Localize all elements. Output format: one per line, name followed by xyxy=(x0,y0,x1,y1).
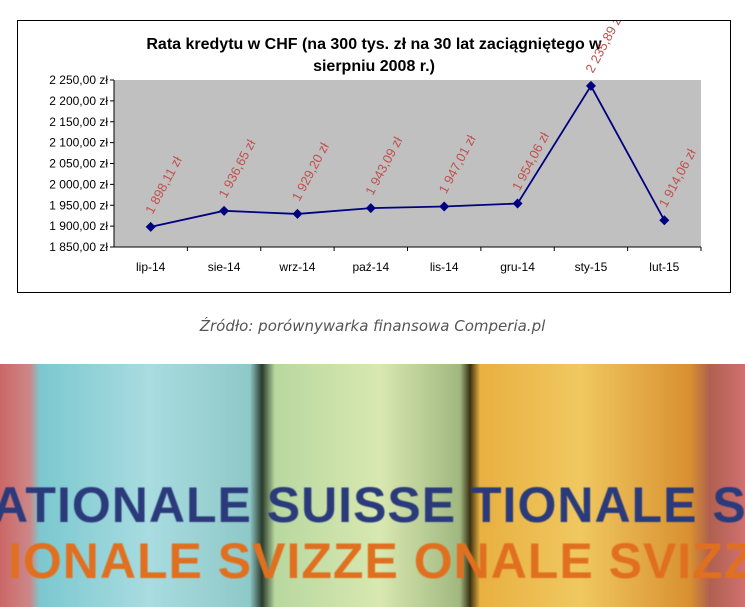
y-tick-label: 2 200,00 zł xyxy=(49,94,108,108)
x-tick-label: wrz-14 xyxy=(278,260,315,274)
data-point xyxy=(512,198,523,209)
source-caption: Źródło: porównywarka finansowa Comperia.… xyxy=(199,317,546,335)
data-point xyxy=(145,221,156,232)
y-tick-label: 2 150,00 zł xyxy=(49,115,108,129)
series-line xyxy=(150,84,666,228)
x-tick-label: sty-15 xyxy=(575,260,608,274)
x-tick-label: lut-15 xyxy=(649,260,679,274)
data-point xyxy=(219,205,230,216)
x-tick-label: sie-14 xyxy=(208,260,241,274)
data-point xyxy=(439,201,450,212)
photo-text-line2: IONALE SVIZZE ONALE SVIZZE IONALE SVIZZE xyxy=(8,533,745,589)
photo-text-line1: ATIONALE SUISSE TIONALE SUISSE TIONALE S… xyxy=(0,477,745,533)
y-tick-label: 2 250,00 zł xyxy=(49,73,108,87)
chart-frame: Rata kredytu w CHF (na 300 tys. zł na 30… xyxy=(17,20,731,293)
data-point xyxy=(292,208,303,219)
y-tick-label: 1 850,00 zł xyxy=(49,240,108,254)
data-point xyxy=(585,80,596,91)
data-point xyxy=(659,215,670,226)
line-chart: Rata kredytu w CHF (na 300 tys. zł na 30… xyxy=(49,21,702,274)
chart-title-line: sierpniu 2008 r.) xyxy=(313,58,435,75)
x-tick-label: lip-14 xyxy=(136,260,166,274)
x-tick-label: paź-14 xyxy=(352,260,389,274)
x-tick-label: lis-14 xyxy=(430,260,459,274)
y-tick-label: 2 100,00 zł xyxy=(49,136,108,150)
y-tick-label: 1 950,00 zł xyxy=(49,198,108,212)
data-point xyxy=(365,203,376,214)
plot-area xyxy=(114,80,701,247)
y-tick-label: 2 000,00 zł xyxy=(49,177,108,191)
y-tick-label: 1 900,00 zł xyxy=(49,219,108,233)
chart-title-line: Rata kredytu w CHF (na 300 tys. zł na 30… xyxy=(146,36,602,53)
y-tick-label: 2 050,00 zł xyxy=(49,157,108,171)
x-tick-label: gru-14 xyxy=(500,260,535,274)
banknotes-photo: ATIONALE SUISSE TIONALE SUISSE TIONALE S… xyxy=(0,364,745,607)
